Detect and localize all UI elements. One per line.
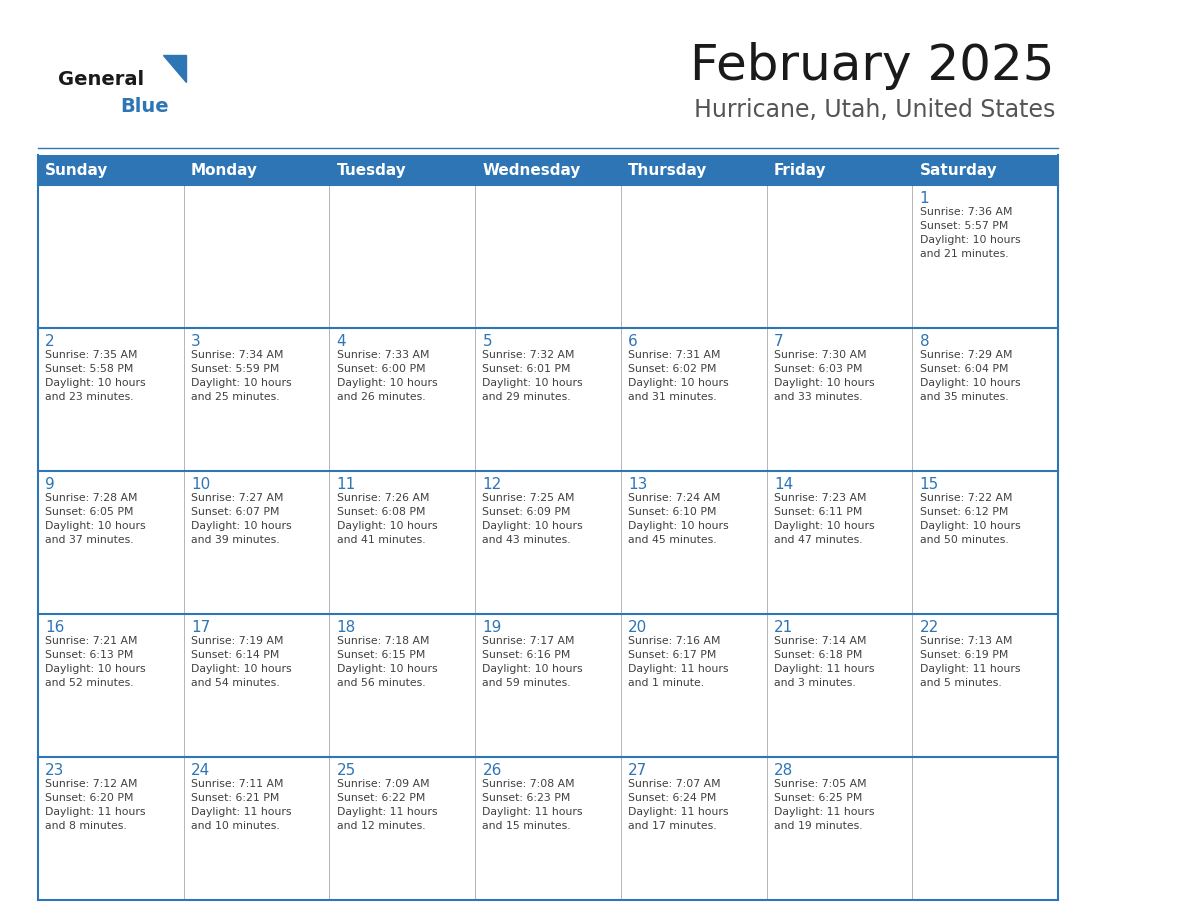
Text: Sunrise: 7:25 AM
Sunset: 6:09 PM
Daylight: 10 hours
and 43 minutes.: Sunrise: 7:25 AM Sunset: 6:09 PM Dayligh…	[482, 493, 583, 545]
Text: Sunrise: 7:18 AM
Sunset: 6:15 PM
Daylight: 10 hours
and 56 minutes.: Sunrise: 7:18 AM Sunset: 6:15 PM Dayligh…	[336, 636, 437, 688]
Text: Hurricane, Utah, United States: Hurricane, Utah, United States	[694, 98, 1055, 122]
Text: Sunrise: 7:09 AM
Sunset: 6:22 PM
Daylight: 11 hours
and 12 minutes.: Sunrise: 7:09 AM Sunset: 6:22 PM Dayligh…	[336, 779, 437, 831]
Bar	[38, 471, 1059, 614]
Text: Sunrise: 7:21 AM
Sunset: 6:13 PM
Daylight: 10 hours
and 52 minutes.: Sunrise: 7:21 AM Sunset: 6:13 PM Dayligh…	[45, 636, 146, 688]
Text: 28: 28	[773, 763, 794, 778]
Text: Blue: Blue	[120, 97, 169, 116]
Bar	[38, 757, 1059, 900]
Text: 10: 10	[191, 477, 210, 492]
Polygon shape	[163, 55, 187, 82]
Text: Sunrise: 7:22 AM
Sunset: 6:12 PM
Daylight: 10 hours
and 50 minutes.: Sunrise: 7:22 AM Sunset: 6:12 PM Dayligh…	[920, 493, 1020, 545]
Bar	[38, 155, 1059, 185]
Bar	[38, 185, 1059, 328]
Text: 27: 27	[628, 763, 647, 778]
Text: Sunrise: 7:08 AM
Sunset: 6:23 PM
Daylight: 11 hours
and 15 minutes.: Sunrise: 7:08 AM Sunset: 6:23 PM Dayligh…	[482, 779, 583, 831]
Text: Monday: Monday	[191, 162, 258, 177]
Text: 6: 6	[628, 334, 638, 349]
Text: Sunrise: 7:14 AM
Sunset: 6:18 PM
Daylight: 11 hours
and 3 minutes.: Sunrise: 7:14 AM Sunset: 6:18 PM Dayligh…	[773, 636, 874, 688]
Text: 18: 18	[336, 620, 356, 635]
Text: 19: 19	[482, 620, 501, 635]
Text: Sunrise: 7:11 AM
Sunset: 6:21 PM
Daylight: 11 hours
and 10 minutes.: Sunrise: 7:11 AM Sunset: 6:21 PM Dayligh…	[191, 779, 291, 831]
Text: 25: 25	[336, 763, 356, 778]
Text: 21: 21	[773, 620, 794, 635]
Text: 13: 13	[628, 477, 647, 492]
Text: Sunrise: 7:27 AM
Sunset: 6:07 PM
Daylight: 10 hours
and 39 minutes.: Sunrise: 7:27 AM Sunset: 6:07 PM Dayligh…	[191, 493, 291, 545]
Text: Sunrise: 7:26 AM
Sunset: 6:08 PM
Daylight: 10 hours
and 41 minutes.: Sunrise: 7:26 AM Sunset: 6:08 PM Dayligh…	[336, 493, 437, 545]
Text: 20: 20	[628, 620, 647, 635]
Text: 4: 4	[336, 334, 347, 349]
Text: Sunrise: 7:16 AM
Sunset: 6:17 PM
Daylight: 11 hours
and 1 minute.: Sunrise: 7:16 AM Sunset: 6:17 PM Dayligh…	[628, 636, 728, 688]
Bar	[38, 757, 1059, 900]
Text: Sunrise: 7:30 AM
Sunset: 6:03 PM
Daylight: 10 hours
and 33 minutes.: Sunrise: 7:30 AM Sunset: 6:03 PM Dayligh…	[773, 350, 874, 402]
Text: 7: 7	[773, 334, 783, 349]
Text: Friday: Friday	[773, 162, 827, 177]
Text: Sunrise: 7:36 AM
Sunset: 5:57 PM
Daylight: 10 hours
and 21 minutes.: Sunrise: 7:36 AM Sunset: 5:57 PM Dayligh…	[920, 207, 1020, 259]
Bar	[38, 328, 1059, 471]
Text: Sunrise: 7:07 AM
Sunset: 6:24 PM
Daylight: 11 hours
and 17 minutes.: Sunrise: 7:07 AM Sunset: 6:24 PM Dayligh…	[628, 779, 728, 831]
Text: 1: 1	[920, 191, 929, 206]
Text: Sunrise: 7:34 AM
Sunset: 5:59 PM
Daylight: 10 hours
and 25 minutes.: Sunrise: 7:34 AM Sunset: 5:59 PM Dayligh…	[191, 350, 291, 402]
Text: 26: 26	[482, 763, 501, 778]
Text: 17: 17	[191, 620, 210, 635]
Text: Sunrise: 7:24 AM
Sunset: 6:10 PM
Daylight: 10 hours
and 45 minutes.: Sunrise: 7:24 AM Sunset: 6:10 PM Dayligh…	[628, 493, 728, 545]
Text: 9: 9	[45, 477, 55, 492]
Text: Saturday: Saturday	[920, 162, 997, 177]
Text: February 2025: February 2025	[690, 42, 1055, 90]
Text: Sunrise: 7:05 AM
Sunset: 6:25 PM
Daylight: 11 hours
and 19 minutes.: Sunrise: 7:05 AM Sunset: 6:25 PM Dayligh…	[773, 779, 874, 831]
Text: 11: 11	[336, 477, 356, 492]
Text: 22: 22	[920, 620, 939, 635]
Bar	[38, 614, 1059, 757]
Text: 16: 16	[45, 620, 64, 635]
Text: Sunrise: 7:19 AM
Sunset: 6:14 PM
Daylight: 10 hours
and 54 minutes.: Sunrise: 7:19 AM Sunset: 6:14 PM Dayligh…	[191, 636, 291, 688]
Text: 2: 2	[45, 334, 55, 349]
Text: Wednesday: Wednesday	[482, 162, 581, 177]
Text: 8: 8	[920, 334, 929, 349]
Text: 23: 23	[45, 763, 64, 778]
Text: Tuesday: Tuesday	[336, 162, 406, 177]
Text: General: General	[58, 70, 144, 89]
Bar	[38, 185, 1059, 328]
Text: Sunrise: 7:31 AM
Sunset: 6:02 PM
Daylight: 10 hours
and 31 minutes.: Sunrise: 7:31 AM Sunset: 6:02 PM Dayligh…	[628, 350, 728, 402]
Bar	[38, 614, 1059, 757]
Text: Sunrise: 7:33 AM
Sunset: 6:00 PM
Daylight: 10 hours
and 26 minutes.: Sunrise: 7:33 AM Sunset: 6:00 PM Dayligh…	[336, 350, 437, 402]
Bar	[38, 328, 1059, 471]
Bar	[38, 471, 1059, 614]
Text: Sunday: Sunday	[45, 162, 108, 177]
Text: Sunrise: 7:23 AM
Sunset: 6:11 PM
Daylight: 10 hours
and 47 minutes.: Sunrise: 7:23 AM Sunset: 6:11 PM Dayligh…	[773, 493, 874, 545]
Text: Thursday: Thursday	[628, 162, 708, 177]
Text: 3: 3	[191, 334, 201, 349]
Text: Sunrise: 7:28 AM
Sunset: 6:05 PM
Daylight: 10 hours
and 37 minutes.: Sunrise: 7:28 AM Sunset: 6:05 PM Dayligh…	[45, 493, 146, 545]
Text: 5: 5	[482, 334, 492, 349]
Text: Sunrise: 7:29 AM
Sunset: 6:04 PM
Daylight: 10 hours
and 35 minutes.: Sunrise: 7:29 AM Sunset: 6:04 PM Dayligh…	[920, 350, 1020, 402]
Text: Sunrise: 7:32 AM
Sunset: 6:01 PM
Daylight: 10 hours
and 29 minutes.: Sunrise: 7:32 AM Sunset: 6:01 PM Dayligh…	[482, 350, 583, 402]
Text: 12: 12	[482, 477, 501, 492]
Text: Sunrise: 7:35 AM
Sunset: 5:58 PM
Daylight: 10 hours
and 23 minutes.: Sunrise: 7:35 AM Sunset: 5:58 PM Dayligh…	[45, 350, 146, 402]
Text: Sunrise: 7:13 AM
Sunset: 6:19 PM
Daylight: 11 hours
and 5 minutes.: Sunrise: 7:13 AM Sunset: 6:19 PM Dayligh…	[920, 636, 1020, 688]
Text: 15: 15	[920, 477, 939, 492]
Text: 24: 24	[191, 763, 210, 778]
Text: Sunrise: 7:12 AM
Sunset: 6:20 PM
Daylight: 11 hours
and 8 minutes.: Sunrise: 7:12 AM Sunset: 6:20 PM Dayligh…	[45, 779, 146, 831]
Text: 14: 14	[773, 477, 794, 492]
Text: Sunrise: 7:17 AM
Sunset: 6:16 PM
Daylight: 10 hours
and 59 minutes.: Sunrise: 7:17 AM Sunset: 6:16 PM Dayligh…	[482, 636, 583, 688]
